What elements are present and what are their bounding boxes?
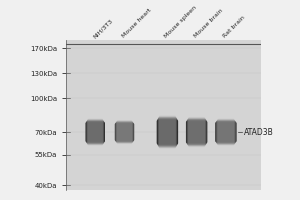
- FancyBboxPatch shape: [116, 121, 133, 143]
- FancyBboxPatch shape: [117, 120, 132, 144]
- FancyBboxPatch shape: [157, 120, 178, 144]
- FancyBboxPatch shape: [188, 118, 205, 147]
- Text: Rat brain: Rat brain: [222, 15, 246, 39]
- FancyBboxPatch shape: [159, 116, 176, 148]
- FancyBboxPatch shape: [86, 122, 105, 143]
- FancyBboxPatch shape: [87, 119, 103, 145]
- FancyBboxPatch shape: [116, 122, 133, 142]
- FancyBboxPatch shape: [216, 121, 236, 143]
- FancyBboxPatch shape: [217, 120, 235, 144]
- FancyBboxPatch shape: [186, 120, 207, 144]
- FancyBboxPatch shape: [218, 119, 234, 146]
- FancyBboxPatch shape: [159, 115, 176, 149]
- FancyBboxPatch shape: [215, 122, 237, 142]
- FancyBboxPatch shape: [188, 117, 205, 147]
- FancyBboxPatch shape: [158, 118, 177, 146]
- FancyBboxPatch shape: [158, 117, 176, 147]
- FancyBboxPatch shape: [116, 122, 134, 142]
- FancyBboxPatch shape: [88, 119, 103, 146]
- FancyBboxPatch shape: [187, 120, 206, 144]
- Text: ATAD3B: ATAD3B: [244, 128, 273, 137]
- FancyBboxPatch shape: [117, 121, 132, 144]
- FancyBboxPatch shape: [187, 119, 206, 145]
- FancyBboxPatch shape: [87, 120, 104, 144]
- FancyBboxPatch shape: [186, 121, 207, 143]
- FancyBboxPatch shape: [188, 118, 206, 146]
- FancyBboxPatch shape: [87, 120, 104, 144]
- FancyBboxPatch shape: [115, 123, 134, 141]
- FancyBboxPatch shape: [157, 119, 178, 145]
- FancyBboxPatch shape: [115, 123, 134, 141]
- FancyBboxPatch shape: [217, 119, 235, 145]
- FancyBboxPatch shape: [85, 122, 105, 142]
- FancyBboxPatch shape: [86, 121, 104, 143]
- Text: Mouse heart: Mouse heart: [121, 8, 152, 39]
- FancyBboxPatch shape: [216, 120, 236, 144]
- Text: Mouse spleen: Mouse spleen: [164, 5, 198, 39]
- FancyBboxPatch shape: [158, 119, 177, 146]
- Text: NIH/3T3: NIH/3T3: [92, 17, 113, 39]
- Text: Mouse brain: Mouse brain: [193, 8, 224, 39]
- FancyBboxPatch shape: [216, 122, 236, 143]
